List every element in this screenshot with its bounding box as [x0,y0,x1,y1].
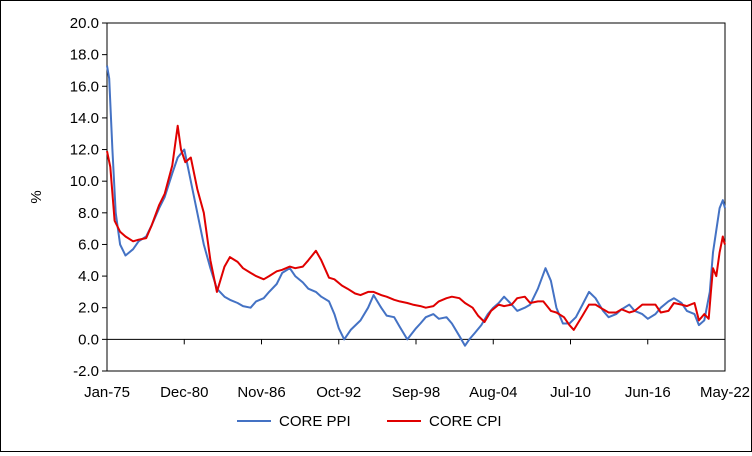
y-tick-label: 10.0 [70,173,99,190]
y-tick-label: 18.0 [70,47,99,64]
y-tick-label: 0.0 [78,331,99,348]
x-tick-label: Dec-80 [160,384,208,401]
x-tick-label: May-22 [700,384,750,401]
y-tick-label: 8.0 [78,205,99,222]
y-tick-label: 2.0 [78,300,99,317]
x-tick-label: Nov-86 [237,384,285,401]
y-axis: 20.0 18.0 16.0 14.0 12.0 10.0 8.0 6.0 4.0 2.0 0.0 -… [70,15,108,380]
y-tick-label: -2.0 [73,363,99,380]
x-axis: Jan-75 Dec-80 Nov-86 Oct-92 Sep-98 Aug-04 Jul-… [84,338,750,401]
x-tick-label: Jun-16 [625,384,671,401]
x-tick-label: Sep-98 [392,384,440,401]
y-tick-label: 14.0 [70,110,99,127]
legend: CORE PPI CORE CPI [237,413,502,430]
x-tick-label: Oct-92 [316,384,361,401]
x-tick-label: Aug-04 [469,384,517,401]
y-tick-label: 20.0 [70,15,99,32]
y-axis-label: % [28,190,45,203]
series-layer [106,65,726,347]
x-tick-label: Jan-75 [84,384,130,401]
y-tick-label: 6.0 [78,236,99,253]
y-tick-label: 4.0 [78,268,99,285]
y-tick-label: 12.0 [70,142,99,159]
legend-label: CORE PPI [279,413,351,430]
series-line-core-cpi [106,124,726,331]
legend-label: CORE CPI [429,413,502,430]
series-line-core-ppi [106,65,726,347]
x-tick-label: Jul-10 [550,384,591,401]
y-tick-label: 16.0 [70,78,99,95]
